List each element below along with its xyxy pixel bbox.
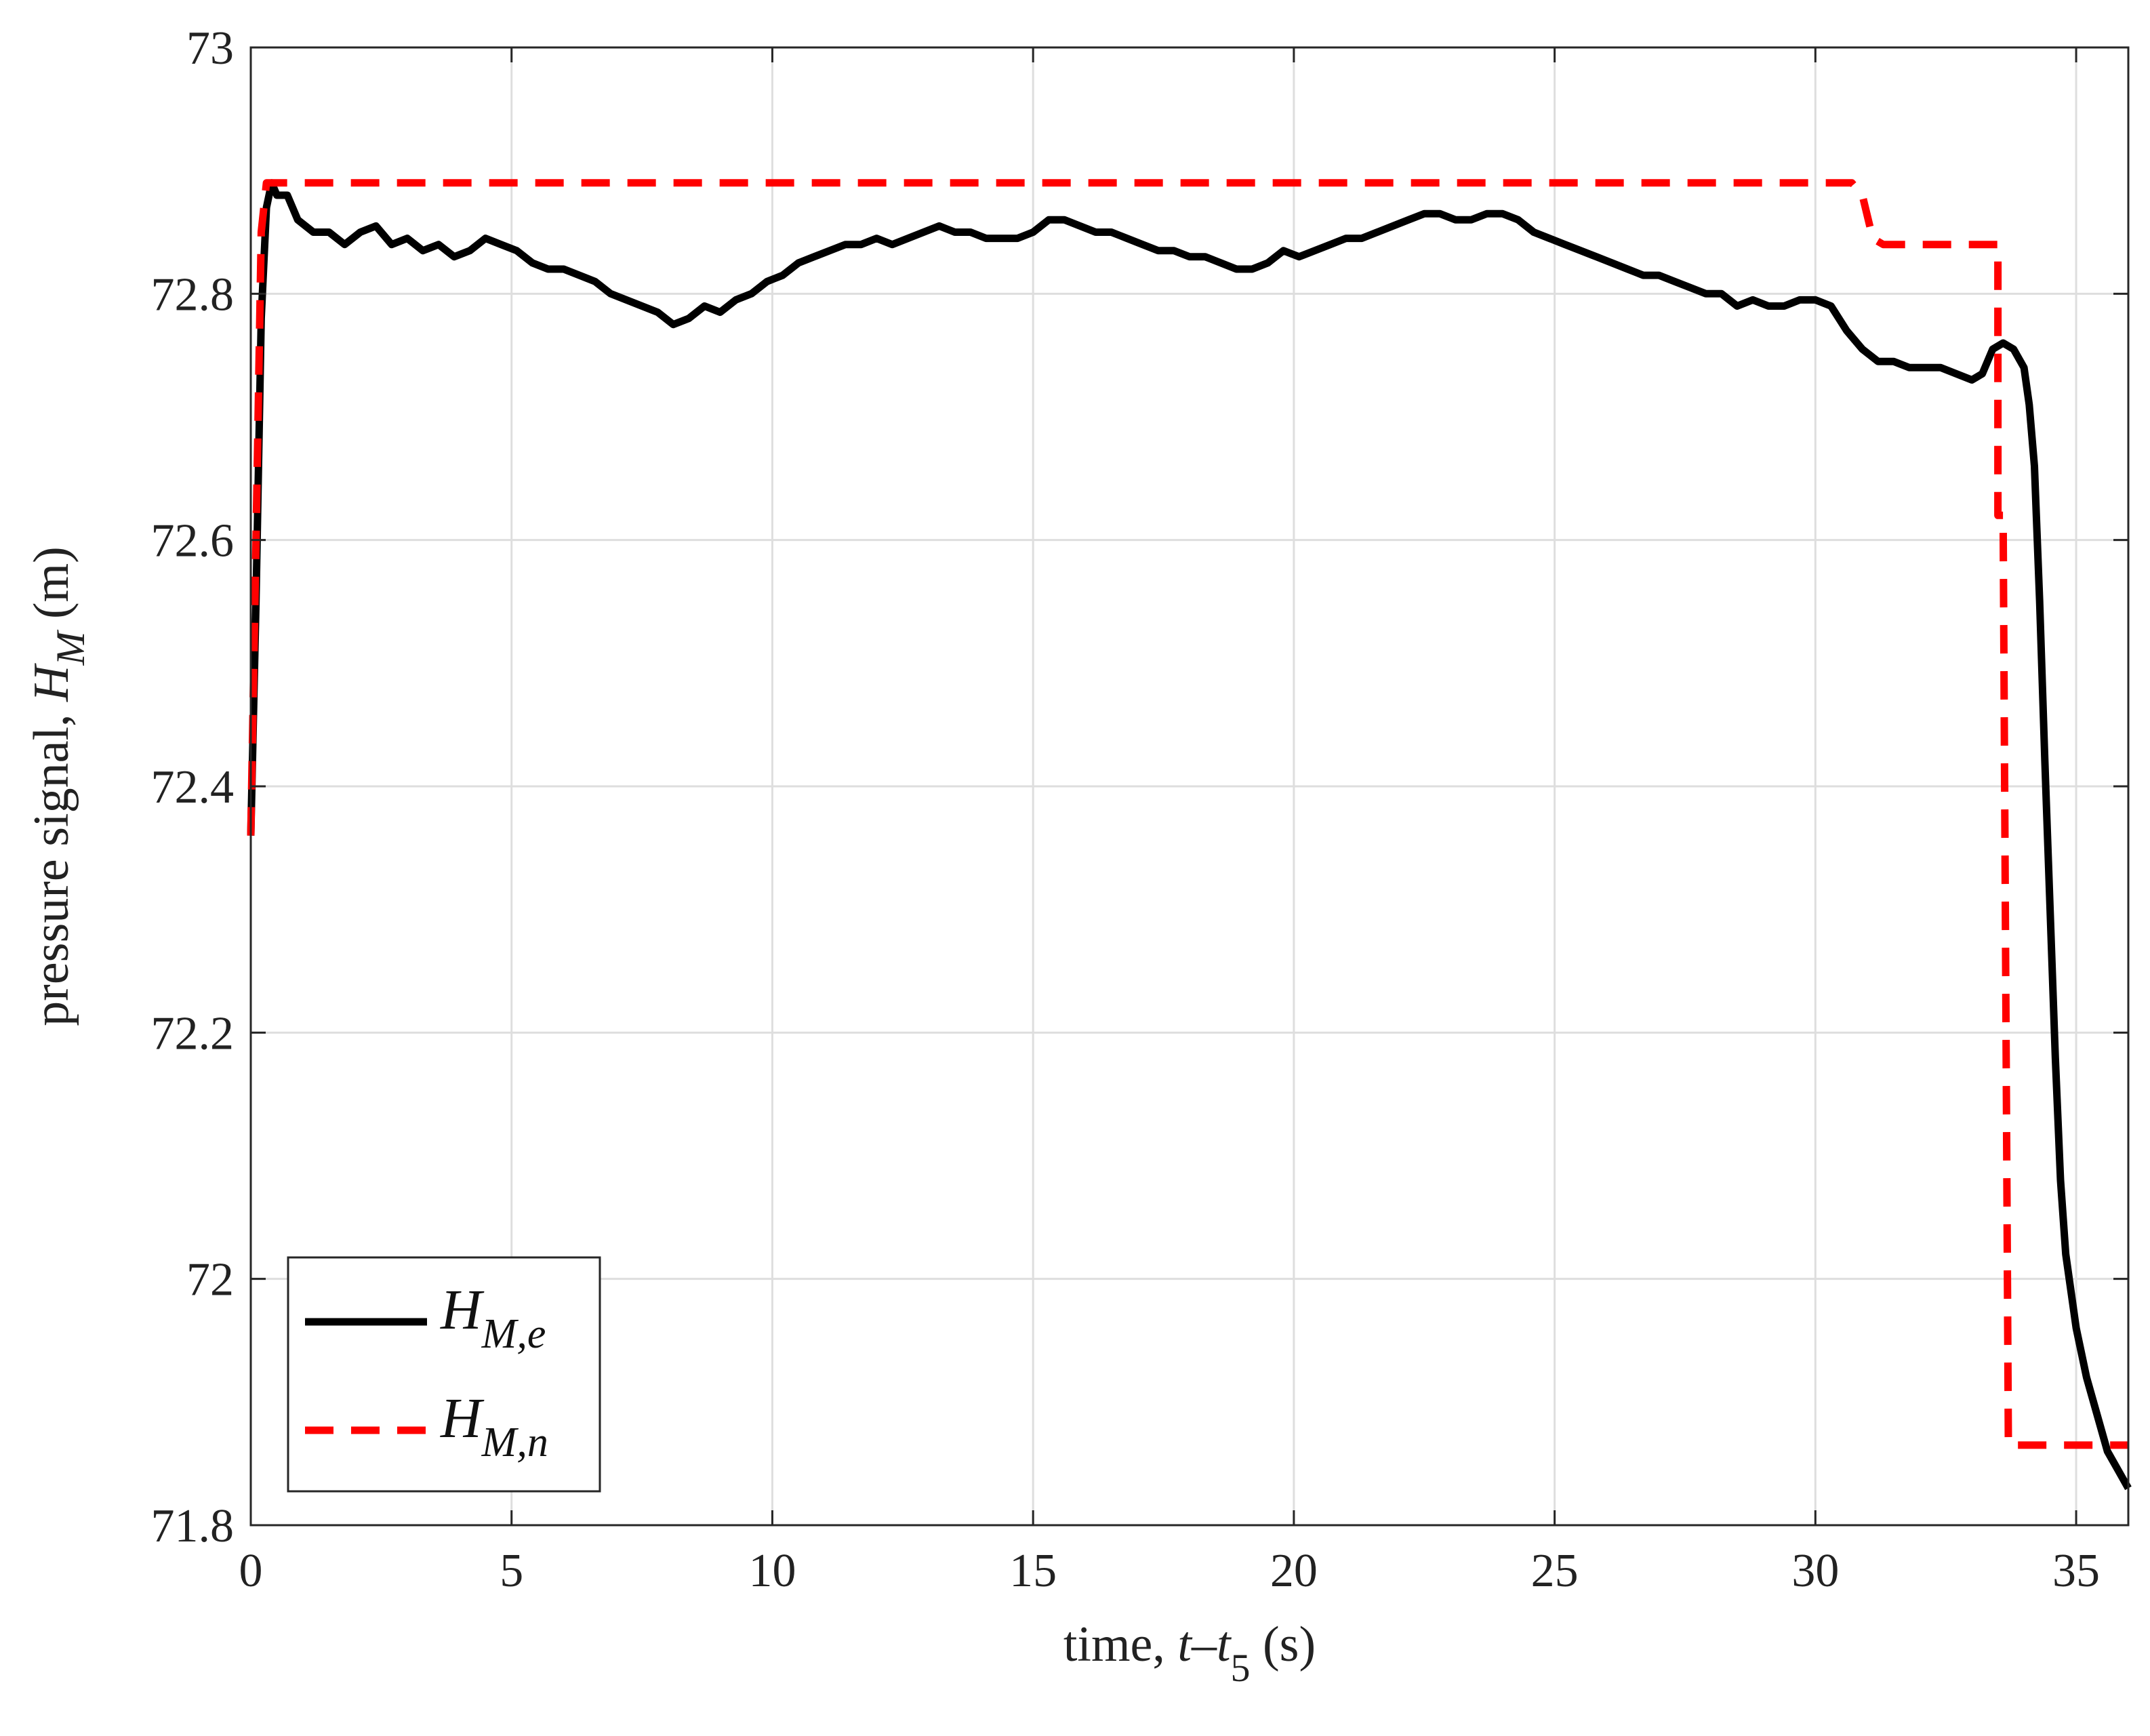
x-tick-label: 0 [239, 1545, 263, 1597]
y-tick-label: 73 [186, 22, 234, 75]
x-tick-label: 5 [500, 1545, 523, 1597]
series-numerical-line [247, 179, 2128, 1449]
x-tick-label: 20 [1270, 1545, 1318, 1597]
x-tick-label: 35 [2052, 1545, 2100, 1597]
x-tick-label: 25 [1531, 1545, 1579, 1597]
legend-label-numerical: HM,n [440, 1387, 548, 1466]
legend: HM,e HM,n [287, 1256, 601, 1493]
x-tick-label: 30 [1791, 1545, 1839, 1597]
x-tick-label: 15 [1009, 1545, 1057, 1597]
y-axis-label: pressure signal, HM (m) [24, 546, 93, 1026]
series-measured-line [247, 179, 2132, 1491]
legend-box [287, 1256, 601, 1493]
y-tick-label: 72.6 [151, 515, 235, 567]
legend-label-measured: HM,e [440, 1278, 546, 1357]
tick-labels: 0 5 10 15 20 25 30 35 71.8 72 72.2 72.4 72.6 72.8 73 [151, 22, 2101, 1597]
x-axis-label: time, t–t5 (s) [1063, 1617, 1316, 1690]
x-tick-label: 10 [748, 1545, 796, 1597]
y-tick-label: 72.8 [151, 268, 235, 321]
y-tick-label: 72.2 [151, 1007, 235, 1059]
y-tick-label: 72 [186, 1254, 234, 1306]
ticks [249, 46, 2128, 1527]
grid [249, 46, 2128, 1527]
series-layer [247, 179, 2132, 1491]
y-tick-label: 72.4 [151, 761, 235, 813]
y-tick-label: 71.8 [151, 1500, 235, 1552]
